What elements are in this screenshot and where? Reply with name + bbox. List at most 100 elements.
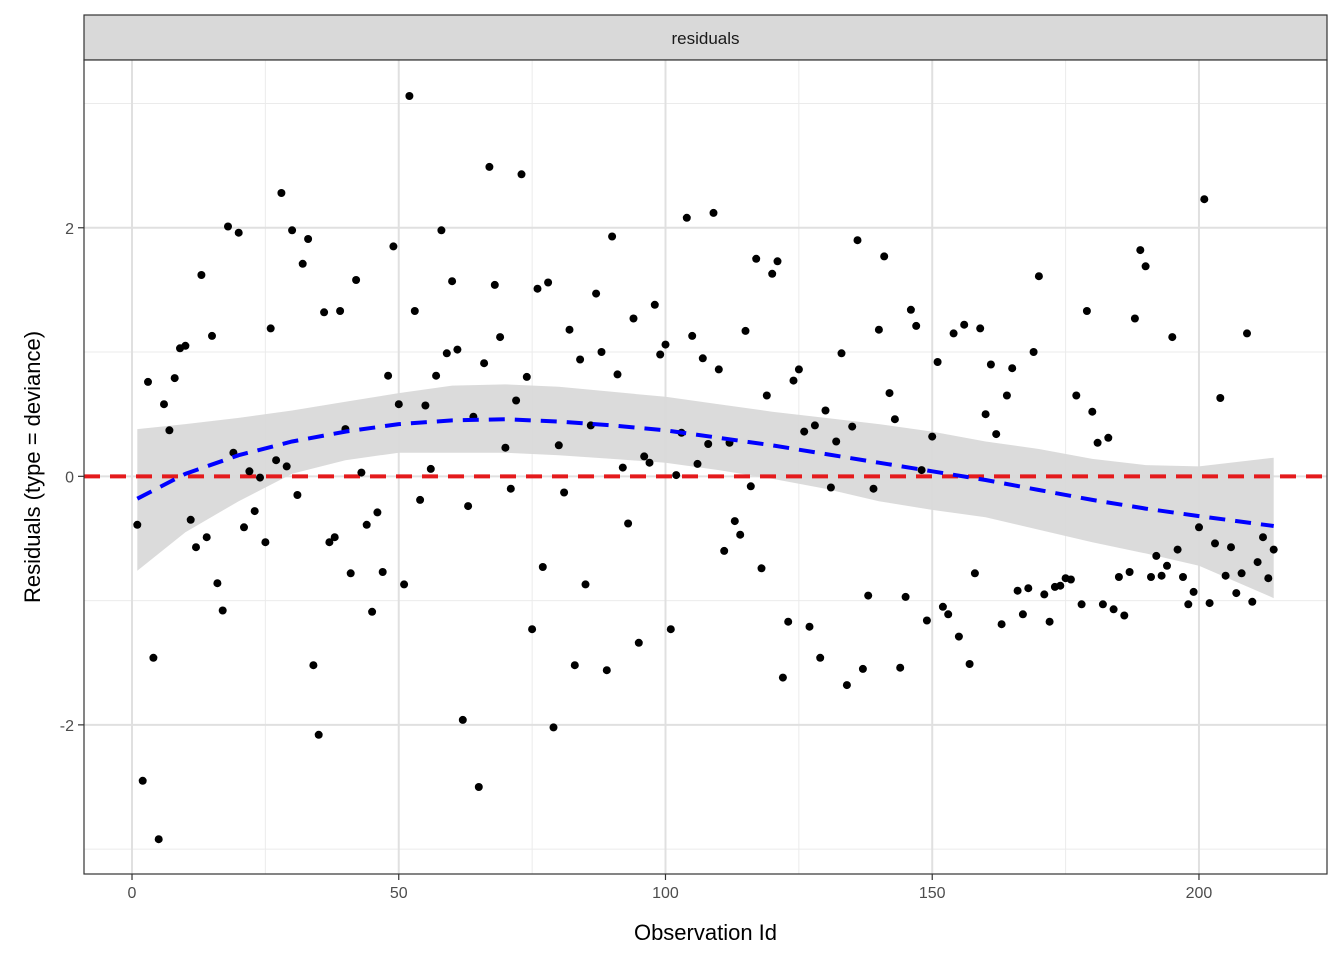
residual-point [261, 538, 270, 547]
residual-point [1056, 581, 1065, 590]
residual-point [800, 427, 809, 436]
residual-point [890, 415, 899, 424]
residual-point [256, 473, 264, 482]
residual-point [1093, 438, 1102, 447]
residual-point [357, 468, 366, 477]
residual-point [970, 569, 979, 578]
residual-point [933, 358, 942, 366]
residual-point [144, 377, 152, 386]
residual-point [181, 341, 190, 350]
residual-point [784, 617, 793, 626]
residual-point [981, 410, 990, 419]
residual-point [496, 333, 505, 342]
residual-point [1173, 545, 1182, 554]
residual-point [1018, 610, 1027, 619]
residual-point [245, 467, 254, 476]
residual-point [1002, 391, 1011, 400]
residual-point [650, 300, 659, 309]
residual-point [976, 324, 985, 333]
residual-point [1248, 597, 1257, 606]
residual-point [624, 519, 633, 528]
residual-point [1211, 539, 1219, 548]
residual-point [282, 462, 291, 471]
residual-point [1136, 246, 1145, 255]
residual-point [629, 314, 638, 323]
residual-point [464, 502, 473, 511]
residual-point [304, 235, 313, 243]
residual-point [309, 661, 318, 670]
residual-point [880, 252, 889, 261]
residual-point [570, 661, 579, 670]
residual-point [618, 463, 627, 472]
residual-point [853, 236, 862, 245]
residual-point [837, 349, 846, 358]
residual-point [1216, 394, 1225, 402]
residual-point [848, 422, 857, 431]
residual-point [1269, 545, 1278, 554]
residual-point [826, 483, 835, 492]
residual-point [490, 280, 499, 289]
residual-point [474, 783, 483, 791]
residual-point [938, 602, 947, 611]
y-tick-label: 0 [65, 469, 74, 486]
residual-point [149, 653, 158, 662]
residual-point [656, 350, 665, 359]
residual-point [538, 563, 547, 571]
residual-point [554, 441, 563, 450]
residual-point [874, 325, 883, 334]
residual-point [1232, 589, 1241, 598]
residual-point [384, 371, 393, 380]
residual-point [1141, 262, 1150, 271]
residual-point [1243, 329, 1251, 338]
residual-point [885, 389, 894, 398]
y-tick-label: -2 [60, 718, 74, 735]
residual-point [1125, 568, 1134, 576]
residual-point [1168, 333, 1177, 342]
residual-point [314, 730, 323, 739]
residual-point [192, 543, 200, 552]
residual-point [757, 564, 766, 573]
residual-point [1008, 364, 1017, 373]
residual-point [949, 329, 958, 338]
residual-point [437, 226, 446, 235]
residual-point [1184, 600, 1193, 609]
residual-point [1163, 561, 1171, 570]
residual-point [821, 406, 830, 415]
y-axis-title: Residuals (type = deviance) [20, 331, 45, 603]
residual-point [234, 228, 243, 237]
panel-border [83, 59, 1328, 875]
residual-point [661, 340, 670, 349]
residual-point [730, 517, 739, 526]
residual-point [709, 208, 718, 217]
residual-point [320, 308, 329, 317]
y-tick-label: 2 [65, 221, 74, 238]
residual-point [170, 374, 179, 383]
residual-point [160, 400, 168, 409]
residual-point [336, 307, 345, 315]
residual-point [416, 495, 425, 504]
residual-point [1189, 587, 1198, 596]
residual-point [330, 533, 339, 542]
residual-point [912, 321, 921, 330]
residual-point [794, 365, 803, 374]
residual-point [965, 660, 974, 668]
residual-point [1104, 433, 1113, 442]
residual-point [954, 632, 963, 641]
residual-point [138, 776, 147, 785]
residual-point [581, 580, 590, 589]
x-tick-label: 50 [390, 885, 408, 902]
y-axis: -2 0 2 [60, 221, 84, 735]
facet-strip-background [83, 14, 1328, 61]
residual-point [512, 396, 521, 405]
residual-point [1088, 407, 1097, 416]
residual-point [597, 348, 606, 356]
plot-panel [83, 59, 1328, 875]
x-axis-title: Observation Id [634, 920, 777, 945]
residual-point [288, 226, 297, 235]
residual-point [1013, 586, 1022, 595]
residual-point [666, 625, 675, 634]
residual-point [522, 372, 531, 381]
residual-point [816, 653, 825, 662]
residual-point [410, 307, 419, 315]
residual-point [768, 269, 777, 278]
